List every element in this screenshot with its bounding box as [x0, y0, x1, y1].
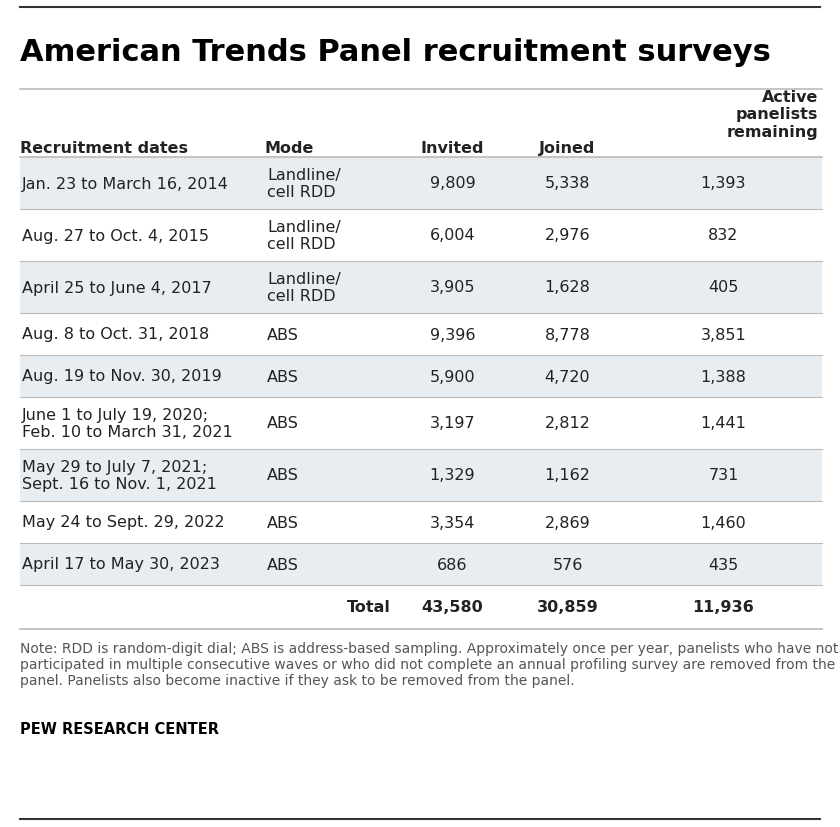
Bar — [20, 158, 822, 210]
Text: 6,004: 6,004 — [430, 228, 475, 243]
Text: Landline/
cell RDD: Landline/ cell RDD — [267, 271, 341, 304]
Text: 1,628: 1,628 — [544, 280, 591, 295]
Text: 435: 435 — [708, 557, 738, 571]
Bar — [20, 261, 822, 313]
Text: 4,720: 4,720 — [544, 369, 591, 384]
Text: 2,869: 2,869 — [544, 515, 591, 530]
Text: 1,460: 1,460 — [701, 515, 747, 530]
Text: April 25 to June 4, 2017: April 25 to June 4, 2017 — [22, 280, 212, 295]
Text: Active
panelists
remaining: Active panelists remaining — [727, 90, 818, 140]
Text: 1,388: 1,388 — [701, 369, 747, 384]
Bar — [20, 586, 822, 629]
Text: 576: 576 — [553, 557, 583, 571]
Text: May 29 to July 7, 2021;
Sept. 16 to Nov. 1, 2021: May 29 to July 7, 2021; Sept. 16 to Nov.… — [22, 459, 217, 491]
Text: 5,338: 5,338 — [545, 176, 591, 191]
Text: 2,812: 2,812 — [544, 416, 591, 431]
Text: Mode: Mode — [265, 141, 314, 155]
Text: 1,393: 1,393 — [701, 176, 746, 191]
Text: 5,900: 5,900 — [430, 369, 475, 384]
Text: ABS: ABS — [267, 416, 299, 431]
Bar — [20, 543, 822, 586]
Text: May 24 to Sept. 29, 2022: May 24 to Sept. 29, 2022 — [22, 515, 224, 530]
Text: ABS: ABS — [267, 468, 299, 483]
Text: June 1 to July 19, 2020;
Feb. 10 to March 31, 2021: June 1 to July 19, 2020; Feb. 10 to Marc… — [22, 408, 233, 440]
Text: Aug. 27 to Oct. 4, 2015: Aug. 27 to Oct. 4, 2015 — [22, 228, 209, 243]
Text: 11,936: 11,936 — [693, 600, 754, 614]
Bar — [20, 501, 822, 543]
Text: ABS: ABS — [267, 515, 299, 530]
Bar — [20, 449, 822, 501]
Text: ABS: ABS — [267, 327, 299, 342]
Text: 2,976: 2,976 — [544, 228, 591, 243]
Text: ABS: ABS — [267, 557, 299, 571]
Text: 1,329: 1,329 — [430, 468, 475, 483]
Text: 3,197: 3,197 — [430, 416, 475, 431]
Text: 3,905: 3,905 — [430, 280, 475, 295]
Text: 686: 686 — [438, 557, 468, 571]
Text: Landline/
cell RDD: Landline/ cell RDD — [267, 168, 341, 200]
Text: 731: 731 — [708, 468, 738, 483]
Text: ABS: ABS — [267, 369, 299, 384]
Text: Note: RDD is random-digit dial; ABS is address-based sampling. Approximately onc: Note: RDD is random-digit dial; ABS is a… — [20, 641, 838, 687]
Text: 1,162: 1,162 — [544, 468, 591, 483]
Bar — [20, 210, 822, 261]
Text: 9,396: 9,396 — [430, 327, 475, 342]
Text: 9,809: 9,809 — [429, 176, 475, 191]
Text: Jan. 23 to March 16, 2014: Jan. 23 to March 16, 2014 — [22, 176, 228, 191]
Text: Aug. 8 to Oct. 31, 2018: Aug. 8 to Oct. 31, 2018 — [22, 327, 209, 342]
Text: American Trends Panel recruitment surveys: American Trends Panel recruitment survey… — [20, 38, 771, 67]
Text: Invited: Invited — [421, 141, 484, 155]
Text: Recruitment dates: Recruitment dates — [20, 141, 188, 155]
Bar — [20, 356, 822, 398]
Text: 1,441: 1,441 — [701, 416, 747, 431]
Text: 3,354: 3,354 — [430, 515, 475, 530]
Text: Total: Total — [347, 600, 391, 614]
Text: 30,859: 30,859 — [537, 600, 598, 614]
Text: 8,778: 8,778 — [544, 327, 591, 342]
Bar — [20, 398, 822, 449]
Text: Aug. 19 to Nov. 30, 2019: Aug. 19 to Nov. 30, 2019 — [22, 369, 222, 384]
Text: Landline/
cell RDD: Landline/ cell RDD — [267, 219, 341, 252]
Bar — [20, 313, 822, 356]
Text: April 17 to May 30, 2023: April 17 to May 30, 2023 — [22, 557, 220, 571]
Text: 405: 405 — [708, 280, 738, 295]
Text: 3,851: 3,851 — [701, 327, 747, 342]
Text: Joined: Joined — [539, 141, 596, 155]
Text: 43,580: 43,580 — [422, 600, 483, 614]
Text: PEW RESEARCH CENTER: PEW RESEARCH CENTER — [20, 721, 219, 736]
Text: 832: 832 — [708, 228, 738, 243]
